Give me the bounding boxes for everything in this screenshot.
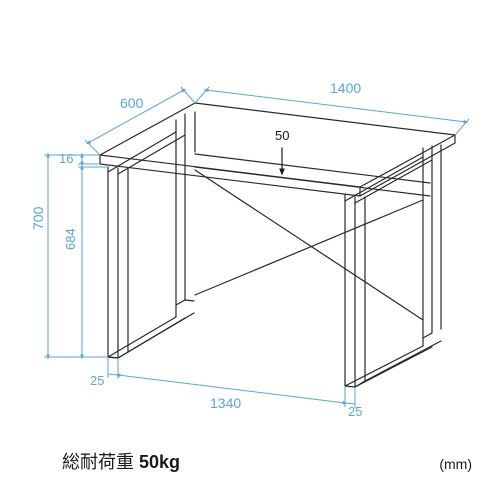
- diagram-canvas: 600 1400 16 700 684 25 1340 25 50 総耐荷重 5…: [0, 0, 500, 500]
- dim-total-height: 700: [30, 207, 46, 230]
- capacity-label: 総耐荷重 50kg: [62, 448, 180, 474]
- dim-frame-height: 684: [63, 228, 78, 250]
- dim-depth: 600: [120, 95, 143, 111]
- desk-dimensioned-drawing: [0, 0, 500, 500]
- dim-width: 1400: [330, 80, 361, 96]
- dim-leg-left: 25: [90, 373, 104, 388]
- dim-leg-right: 25: [348, 404, 362, 419]
- unit-label: (mm): [439, 456, 472, 472]
- dim-crossbar-offset: 50: [275, 128, 289, 143]
- capacity-prefix: 総耐荷重: [62, 452, 134, 472]
- dim-inner-width: 1340: [210, 395, 241, 411]
- dim-top-thickness: 16: [59, 151, 73, 166]
- capacity-value: 50kg: [139, 452, 180, 472]
